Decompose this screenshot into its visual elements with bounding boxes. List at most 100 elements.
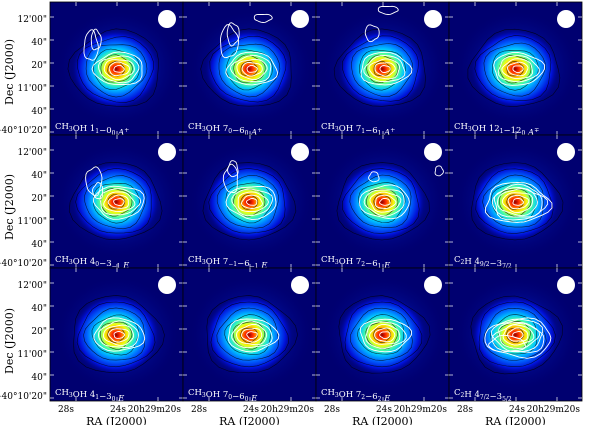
continuum-contour <box>478 301 556 368</box>
line-emission-contour <box>368 171 380 183</box>
line-emission-contour <box>501 58 533 79</box>
continuum-contour <box>84 175 147 230</box>
dust-continuum-map <box>338 29 426 109</box>
continuum-contour <box>366 54 399 84</box>
x-tick-label: 20h29m20s <box>261 405 315 415</box>
line-emission-contour <box>374 327 396 343</box>
y-tick-label: 40" <box>31 240 47 250</box>
continuum-contour <box>216 307 280 361</box>
dust-continuum-map <box>72 295 160 375</box>
x-axis-title: RA (J2000) <box>219 415 280 425</box>
transition-label: CH3OH 41−30 E <box>55 388 125 404</box>
line-emission-contour <box>113 64 125 73</box>
x-tick-label: 24s <box>509 405 525 415</box>
continuum-contour <box>338 295 431 374</box>
line-emission-contour <box>491 322 545 353</box>
x-tick-label: 20h29m20s <box>128 405 182 415</box>
x-tick-label: 28s <box>191 405 207 415</box>
spectral-line-panel: CH3OH 41−30 E <box>49 267 184 404</box>
transition-label: CH3OH 70−60 A+ <box>188 122 262 138</box>
line-emission-contour <box>365 321 407 349</box>
line-emission-contour <box>497 55 540 83</box>
line-emission-contour <box>225 51 279 86</box>
beam-marker <box>424 276 442 294</box>
panel-grid: CH3OH 11−00 A+ CH3OH 70−60 A+ CH3OH 71−61 … <box>49 1 583 404</box>
line-emission-contour <box>374 62 396 77</box>
line-emission-contour <box>493 187 549 221</box>
y-tick-label: 40" <box>31 304 47 314</box>
line-emission-contour <box>364 24 380 43</box>
y-tick-label: 40" <box>31 38 47 48</box>
line-emission-contour <box>222 163 238 193</box>
x-tick-label: 24s <box>376 405 392 415</box>
y-tick-label: 20" <box>31 61 47 71</box>
line-emission-contour <box>83 29 99 61</box>
y-tick-label: +40°10'20" <box>0 259 47 269</box>
line-emission-contour <box>506 61 529 77</box>
x-tick-label: 28s <box>58 405 74 415</box>
beam-marker <box>291 276 309 294</box>
x-axis-title: RA (J2000) <box>485 415 546 425</box>
continuum-contour <box>349 174 412 228</box>
spectral-line-panel: CH3OH 7−1−6−1 E <box>182 134 317 271</box>
line-emission-contour <box>236 324 268 346</box>
x-tick-label: 20h29m20s <box>527 405 581 415</box>
line-emission-contour <box>103 191 136 213</box>
x-axis-title: RA (J2000) <box>352 415 413 425</box>
line-emission-contour <box>369 323 401 345</box>
dust-continuum-map <box>471 29 559 109</box>
continuum-contour <box>85 44 148 98</box>
line-emission-contour <box>227 160 239 178</box>
line-emission-contour <box>491 183 543 218</box>
y-tick-label: +40°10'20" <box>0 392 47 402</box>
line-emission-contour <box>377 5 399 15</box>
continuum-contour <box>333 28 426 107</box>
continuum-contour <box>233 54 266 83</box>
spectral-line-panel: CH3OH 70−60 E <box>182 267 317 404</box>
line-emission-contour <box>379 65 391 74</box>
beam-marker <box>557 10 575 28</box>
line-emission-contour <box>103 324 135 346</box>
dust-continuum-map <box>471 162 559 242</box>
y-tick-label: 11'00" <box>17 350 47 360</box>
dust-continuum-map <box>471 295 559 375</box>
spectral-line-panel: CH3OH 72−62 E <box>315 267 450 404</box>
continuum-contour <box>76 301 156 368</box>
continuum-contour <box>216 175 279 229</box>
continuum-contour <box>349 307 413 361</box>
continuum-contour <box>490 181 539 223</box>
line-emission-contour <box>493 51 546 86</box>
dust-continuum-map <box>205 162 293 242</box>
line-emission-contour <box>484 317 552 359</box>
y-tick-label: 12'00" <box>17 148 47 158</box>
line-emission-contour <box>113 331 126 339</box>
transition-label: CH3OH 72−62 E <box>321 388 391 404</box>
line-emission-contour <box>230 54 272 83</box>
line-emission-contour <box>246 331 258 340</box>
y-tick-label: 40" <box>31 171 47 181</box>
y-axis-title: Dec (J2000) <box>3 39 16 105</box>
transition-label: CH3OH 121−120 A∓ <box>454 122 539 138</box>
continuum-contour <box>373 194 391 210</box>
y-tick-label: +40°10'20" <box>0 126 47 136</box>
line-emission-contour <box>225 185 277 221</box>
y-tick-label: 12'00" <box>17 281 47 291</box>
dust-continuum-map <box>338 295 426 375</box>
line-emission-contour <box>93 317 146 352</box>
y-tick-label: 12'00" <box>17 15 47 25</box>
continuum-contour <box>91 314 139 356</box>
tick-labels: 12'00" 40" 20" 11'00" 40" +40°10'20" 12'00" 40"… <box>0 15 580 425</box>
line-emission-contour <box>434 165 444 177</box>
line-emission-contour <box>245 197 258 206</box>
line-emission-contour <box>231 188 274 217</box>
line-emission-contour <box>90 28 102 51</box>
transition-label: CH3OH 70−60 E <box>188 388 258 404</box>
line-emission-contour <box>231 320 273 349</box>
spectral-line-panel: C2H 49/2−37/2 <box>448 134 583 270</box>
spectral-line-panel: C2H 47/2−35/2 <box>448 267 583 403</box>
transition-label: CH3OH 40−3−1 E <box>55 255 130 271</box>
continuum-contour <box>202 162 297 241</box>
continuum-contour <box>483 307 547 361</box>
line-emission-contour <box>92 182 104 200</box>
continuum-contour <box>208 168 286 234</box>
